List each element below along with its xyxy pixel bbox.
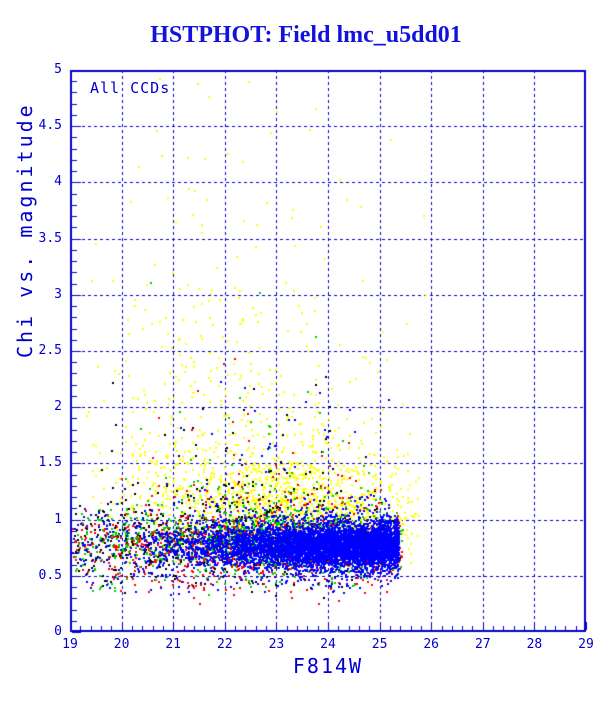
- x-axis-label: F814W: [292, 654, 364, 678]
- y-tick-label: 2: [54, 399, 62, 415]
- y-axis-label: Chi vs. magnitude: [13, 102, 37, 358]
- y-tick-label: 0: [54, 624, 62, 640]
- legend-all-ccds: All CCDs: [90, 79, 171, 97]
- plot-title: HSTPHOT: Field lmc_u5dd01: [150, 22, 462, 48]
- x-tick-label: 27: [474, 637, 491, 652]
- y-tick-label: 3: [54, 286, 62, 302]
- y-tick-label: 4: [54, 174, 62, 190]
- x-tick-label: 29: [578, 637, 594, 652]
- x-tick-label: 26: [423, 637, 440, 652]
- x-tick-label: 25: [371, 637, 388, 652]
- x-tick-label: 21: [165, 637, 182, 652]
- x-tick-label: 20: [113, 637, 130, 652]
- x-tick-label: 28: [526, 637, 543, 652]
- x-tick-label: 24: [320, 637, 336, 652]
- y-tick-label: 1.5: [38, 455, 62, 471]
- y-tick-label: 2.5: [38, 343, 62, 359]
- x-tick-label: 23: [268, 637, 285, 652]
- y-tick-label: 0.5: [38, 567, 62, 583]
- y-tick-label: 1: [54, 511, 62, 527]
- y-tick-label: 5: [54, 62, 62, 78]
- x-tick-label: 22: [216, 637, 233, 652]
- y-tick-label: 3.5: [38, 230, 62, 246]
- x-tick-label: 19: [62, 637, 78, 652]
- y-tick-label: 4.5: [38, 118, 62, 134]
